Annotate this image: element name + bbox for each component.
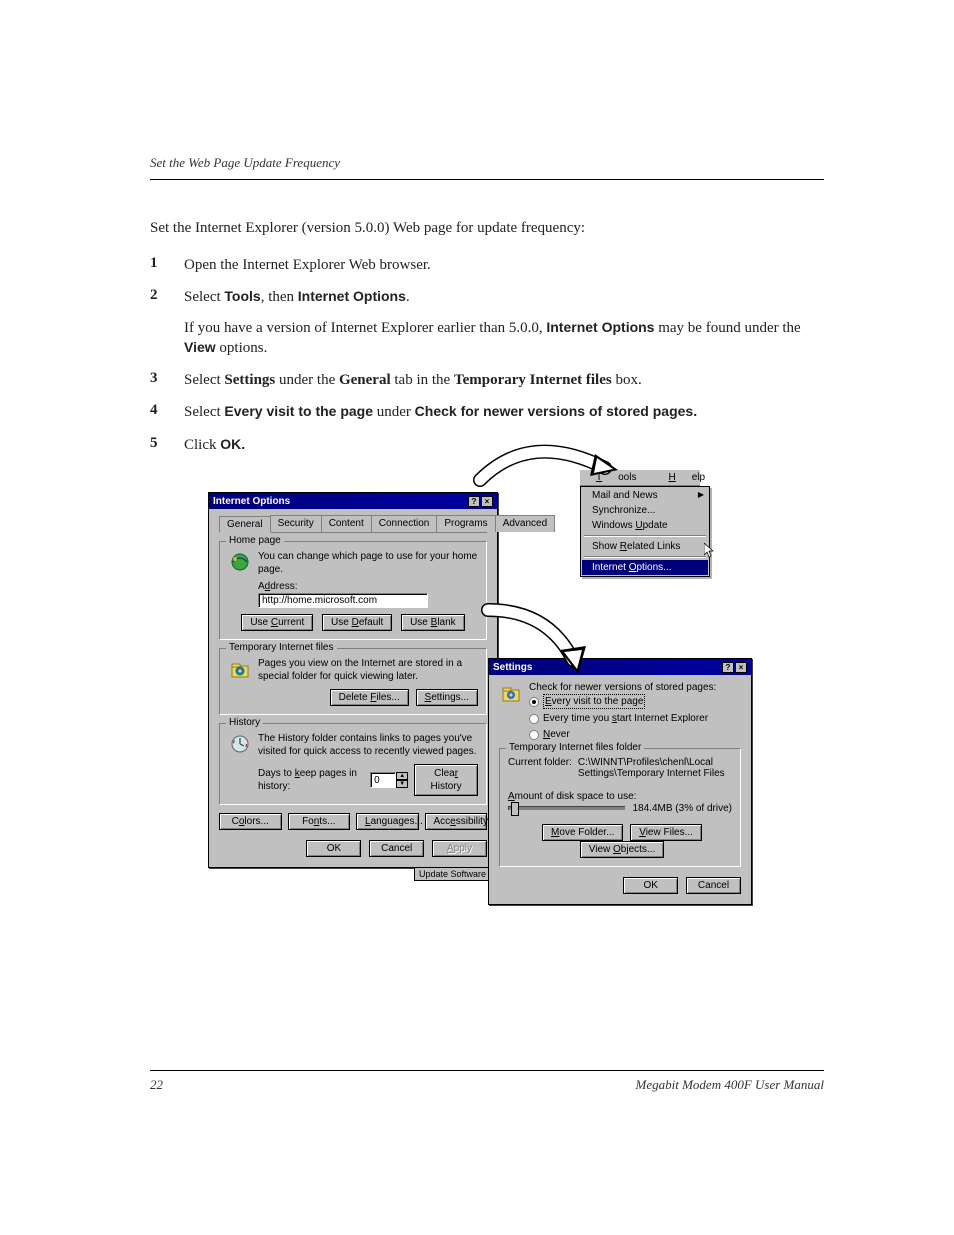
help-icon[interactable]: ? — [722, 662, 734, 673]
tempfiles-title: Temporary Internet files — [226, 642, 337, 653]
view-objects-button[interactable]: View Objects... — [580, 841, 665, 858]
address-label: Address: — [258, 580, 306, 593]
move-folder-button[interactable]: Move Folder... — [542, 824, 623, 841]
days-spinner[interactable]: ▲▼ — [370, 772, 408, 788]
cancel-button[interactable]: Cancel — [369, 840, 424, 857]
step-number: 4 — [150, 402, 184, 422]
page-header: Set the Web Page Update Frequency — [150, 155, 824, 180]
settings-ok-button[interactable]: OK — [623, 877, 678, 894]
menu-winupd[interactable]: Windows Update — [582, 518, 708, 533]
manual-name: Megabit Modem 400F User Manual — [636, 1077, 824, 1093]
step-body: Select Every visit to the page under Che… — [184, 402, 824, 422]
radio-every-visit[interactable]: Every visit to the page — [529, 694, 741, 709]
clear-history-button[interactable]: Clear History — [414, 764, 478, 796]
dialog-titlebar: Internet Options ?× — [209, 493, 497, 509]
homepage-icon — [228, 550, 252, 574]
apply-button[interactable]: Apply — [432, 840, 487, 857]
radio-never[interactable]: Never — [529, 728, 741, 741]
intro-text: Set the Internet Explorer (version 5.0.0… — [150, 220, 824, 237]
history-text: The History folder contains links to pag… — [258, 732, 478, 758]
history-icon — [228, 732, 252, 756]
radio-every-start[interactable]: Every time you start Internet Explorer — [529, 712, 741, 725]
tab-general[interactable]: General — [219, 516, 271, 533]
cursor-icon — [704, 543, 716, 559]
history-title: History — [226, 717, 263, 728]
page-footer: 22 Megabit Modem 400F User Manual — [150, 1070, 824, 1093]
step-body: Open the Internet Explorer Web browser. — [184, 255, 824, 275]
menu-help[interactable]: Help — [652, 470, 721, 485]
update-software-label: Update Software — [414, 867, 491, 881]
menu-internet-options[interactable]: Internet Options... — [582, 560, 708, 575]
titlebar-buttons: ?× — [467, 496, 493, 507]
figure-area: Tools Help Mail and News▶ Synchronize...… — [150, 440, 830, 920]
step-number: 2 — [150, 287, 184, 358]
disk-value: 184.4MB (3% of drive) — [633, 803, 733, 814]
use-blank-button[interactable]: Use Blank — [401, 614, 465, 631]
menu-mail[interactable]: Mail and News▶ — [582, 488, 708, 503]
use-default-button[interactable]: Use Default — [322, 614, 392, 631]
use-current-button[interactable]: Use Current — [241, 614, 313, 631]
tab-advanced[interactable]: Advanced — [495, 515, 555, 532]
close-icon[interactable]: × — [481, 496, 493, 507]
dialog-title: Internet Options — [213, 496, 290, 507]
current-folder-value: C:\WINNT\Profiles\chenl\Local Settings\T… — [578, 757, 732, 779]
delete-files-button[interactable]: Delete Files... — [330, 689, 409, 706]
settings-titlebar-buttons: ?× — [721, 662, 747, 673]
tab-content[interactable]: Content — [321, 515, 372, 532]
step-number: 1 — [150, 255, 184, 275]
homepage-text: You can change which page to use for you… — [258, 550, 478, 576]
step-number: 3 — [150, 370, 184, 390]
settings-button[interactable]: Settings... — [416, 689, 478, 706]
tools-menu: Mail and News▶ Synchronize... Windows Up… — [580, 486, 710, 577]
days-label: Days to keep pages in history: — [258, 767, 364, 793]
check-label: Check for newer versions of stored pages… — [529, 681, 741, 694]
address-input[interactable] — [258, 593, 428, 608]
step-item: 4Select Every visit to the page under Ch… — [150, 402, 824, 422]
disk-label: Amount of disk space to use: — [508, 791, 732, 802]
step-item: 2Select Tools, then Internet Options.If … — [150, 287, 824, 358]
close-icon[interactable]: × — [735, 662, 747, 673]
settings-icon — [499, 681, 523, 705]
help-icon[interactable]: ? — [468, 496, 480, 507]
tab-connection[interactable]: Connection — [371, 515, 438, 532]
step-item: 1Open the Internet Explorer Web browser. — [150, 255, 824, 275]
internet-options-dialog: Internet Options ?× General Security Con… — [208, 492, 498, 868]
page-number: 22 — [150, 1077, 163, 1093]
tif-folder-title: Temporary Internet files folder — [506, 742, 644, 753]
menu-sync[interactable]: Synchronize... — [582, 503, 708, 518]
step-body: Select Settings under the General tab in… — [184, 370, 824, 390]
homepage-group: Home page You can change which page to u… — [219, 541, 487, 640]
languages-button[interactable]: Languages... — [356, 813, 419, 830]
tabs: General Security Content Connection Prog… — [219, 515, 487, 533]
homepage-title: Home page — [226, 535, 284, 546]
colors-button[interactable]: Colors... — [219, 813, 282, 830]
settings-titlebar: Settings ?× — [489, 659, 751, 675]
days-input[interactable] — [370, 772, 396, 788]
tempfiles-icon — [228, 657, 252, 681]
tempfiles-group: Temporary Internet files Pages you view … — [219, 648, 487, 715]
menubar: Tools Help — [580, 470, 700, 486]
fonts-button[interactable]: Fonts... — [288, 813, 351, 830]
tab-programs[interactable]: Programs — [436, 515, 495, 532]
settings-title: Settings — [493, 662, 532, 673]
ok-button[interactable]: OK — [306, 840, 361, 857]
menu-tools[interactable]: Tools — [580, 470, 652, 485]
history-group: History The History folder contains link… — [219, 723, 487, 805]
menu-related[interactable]: Show Related Links — [582, 539, 708, 554]
current-folder-label: Current folder: — [508, 757, 572, 779]
step-item: 3Select Settings under the General tab i… — [150, 370, 824, 390]
disk-slider[interactable] — [508, 806, 625, 810]
step-body: Select Tools, then Internet Options.If y… — [184, 287, 824, 358]
view-files-button[interactable]: View Files... — [630, 824, 702, 841]
tif-folder-group: Temporary Internet files folder Current … — [499, 748, 741, 867]
tab-security[interactable]: Security — [270, 515, 322, 532]
settings-dialog: Settings ?× Check for newer versions of … — [488, 658, 752, 905]
tempfiles-text: Pages you view on the Internet are store… — [258, 657, 478, 683]
settings-cancel-button[interactable]: Cancel — [686, 877, 741, 894]
accessibility-button[interactable]: Accessibility... — [425, 813, 488, 830]
